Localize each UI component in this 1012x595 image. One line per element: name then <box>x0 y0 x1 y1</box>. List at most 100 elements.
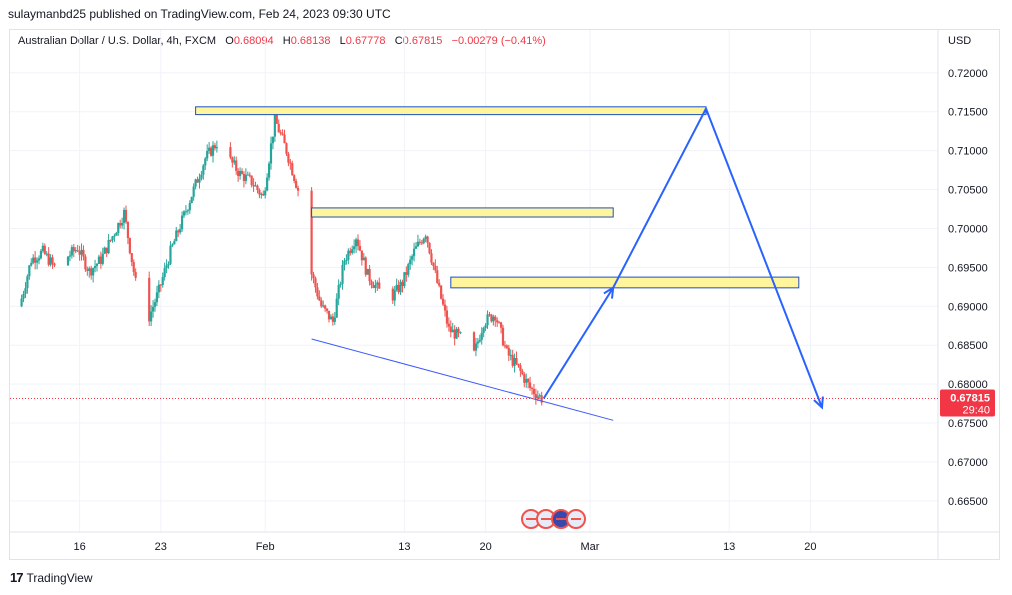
candle-body <box>449 326 452 333</box>
x-tick-label: 20 <box>804 541 816 553</box>
candle-body <box>254 185 257 187</box>
low-label: L <box>339 35 346 47</box>
candle-body <box>283 134 286 144</box>
candle-body <box>53 263 56 266</box>
candle-body <box>397 284 400 293</box>
candle-body <box>151 306 155 312</box>
candle-body <box>107 239 110 254</box>
candle-body <box>430 253 433 263</box>
candle-body <box>275 113 278 124</box>
candle-body <box>92 268 95 276</box>
candle-body <box>420 242 423 244</box>
candle-body <box>490 314 493 322</box>
candle-body <box>501 327 505 346</box>
candle-body <box>157 284 160 293</box>
candle-body <box>190 196 193 204</box>
candle-body <box>287 153 290 163</box>
candle-body <box>459 332 462 334</box>
candle-body <box>163 268 166 278</box>
candle-body <box>273 113 276 137</box>
candle-body <box>43 245 46 254</box>
y-tick-label: 0.66500 <box>948 496 988 508</box>
candle-body <box>472 332 476 351</box>
candle-body <box>132 262 135 273</box>
candle-body <box>26 276 29 289</box>
candle-body <box>248 174 251 176</box>
candle-body <box>356 239 360 246</box>
candle-body <box>360 250 363 261</box>
candle-body <box>322 305 325 307</box>
candle-body <box>432 262 435 266</box>
y-tick-label: 0.69000 <box>948 301 988 313</box>
tradingview-logo-icon: 17 <box>10 570 24 585</box>
candle-body <box>337 284 340 299</box>
candle-body <box>175 230 178 242</box>
close-value: 0.67815 <box>402 35 443 47</box>
candle-body <box>291 163 294 176</box>
candle-body <box>343 260 346 265</box>
candle-body <box>289 162 292 164</box>
candle-body <box>492 316 495 322</box>
candle-body <box>505 345 508 348</box>
candle-body <box>403 272 406 287</box>
footer-brand[interactable]: 17 TradingView <box>10 570 93 585</box>
candle-body <box>480 332 483 340</box>
candle-body <box>445 310 449 324</box>
resistance-zone <box>450 276 800 289</box>
candle-body <box>246 174 249 176</box>
projection-path <box>542 106 823 408</box>
candle-body <box>238 170 242 177</box>
candle-body <box>366 268 369 275</box>
candle-body <box>231 157 234 163</box>
projection-arrowhead <box>603 285 615 299</box>
candle-body <box>47 253 50 265</box>
candle-body <box>378 282 381 289</box>
candle-body <box>80 249 83 255</box>
candle-body <box>124 209 128 222</box>
y-tick-label: 0.70000 <box>948 223 988 235</box>
candle-body <box>329 316 333 320</box>
y-tick-label: 0.69500 <box>948 262 988 274</box>
candle-body <box>511 354 514 366</box>
candle-body <box>134 272 137 278</box>
candle-body <box>66 256 70 266</box>
candle-body <box>101 253 104 264</box>
candle-body <box>186 210 189 212</box>
candle-body <box>532 388 536 395</box>
candle-body <box>148 277 151 322</box>
symbol-name[interactable]: Australian Dollar / U.S. Dollar, 4h, FXC… <box>18 35 217 47</box>
candle-body <box>242 173 246 182</box>
y-tick-label: 0.72000 <box>948 68 988 80</box>
candle-body <box>68 255 72 257</box>
candle-body <box>517 363 520 366</box>
candle-body <box>70 247 73 256</box>
candle-body <box>376 282 379 285</box>
candle-body <box>401 281 404 287</box>
candle-body <box>76 250 79 252</box>
currency-label: USD <box>948 35 971 47</box>
candle-body <box>49 257 52 265</box>
candle-body <box>451 329 454 333</box>
symbol-legend: Australian Dollar / U.S. Dollar, 4h, FXC… <box>18 35 546 47</box>
candle-body <box>424 236 427 239</box>
support-trendline <box>311 338 614 421</box>
candle-body <box>39 250 43 259</box>
y-tick-label: 0.70500 <box>948 185 988 197</box>
candle-body <box>171 244 174 246</box>
candle-body <box>503 345 507 347</box>
candle-body <box>99 256 102 264</box>
resistance-zone <box>195 106 707 116</box>
candle-body <box>95 263 99 266</box>
candle-body <box>264 190 267 196</box>
candle-body <box>35 260 39 263</box>
x-tick-label: Feb <box>256 541 275 553</box>
candle-body <box>153 302 157 307</box>
candle-body <box>182 211 186 216</box>
candle-body <box>279 132 282 134</box>
high-value: 0.68138 <box>290 35 331 47</box>
candle-body <box>237 170 240 177</box>
candle-body <box>434 265 437 271</box>
candle-body <box>411 256 414 260</box>
candle-body <box>354 239 358 247</box>
